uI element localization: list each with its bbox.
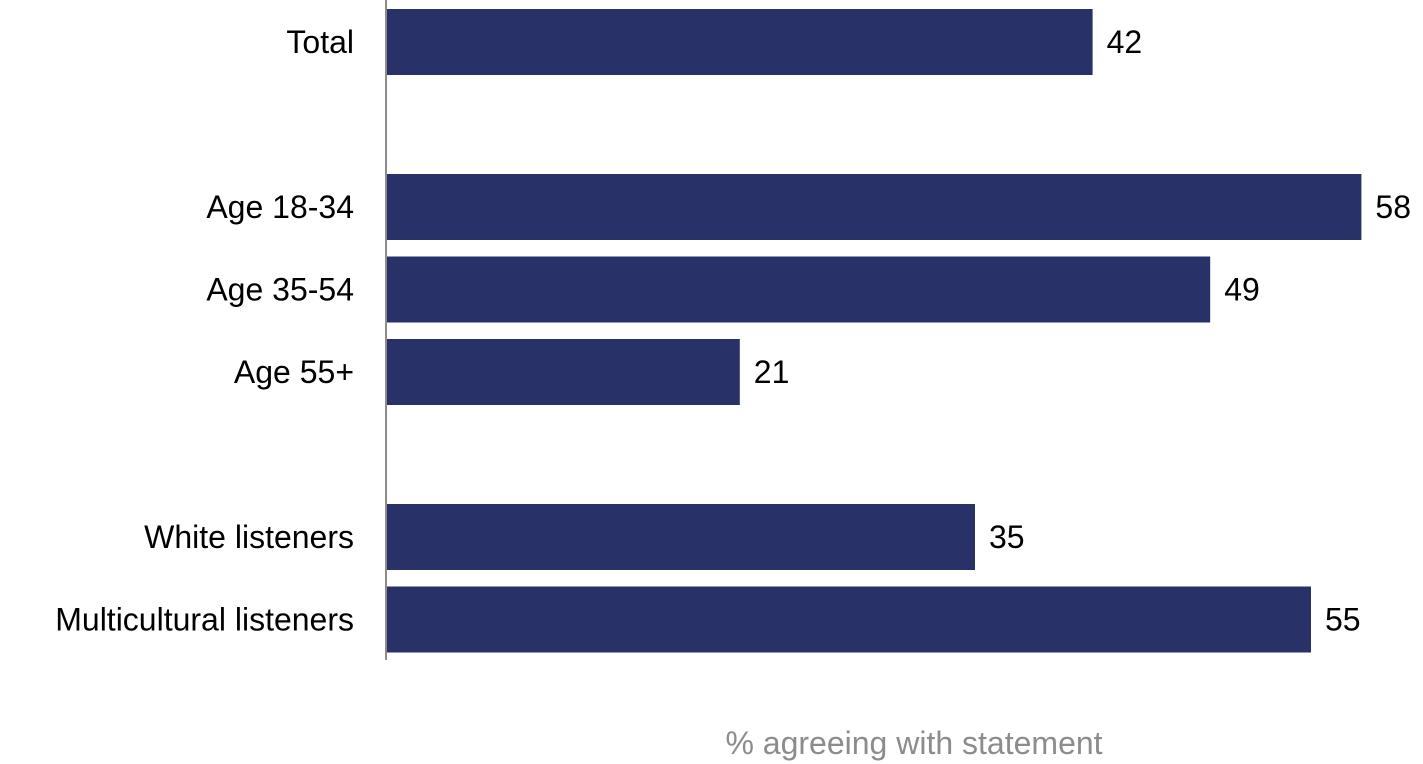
value-label: 42 — [1107, 24, 1143, 60]
category-label: Age 55+ — [234, 354, 354, 390]
bar-age-18-34 — [387, 174, 1362, 240]
bar-age-55- — [387, 339, 740, 405]
value-label: 49 — [1224, 272, 1260, 308]
category-label: Age 18-34 — [206, 189, 354, 225]
value-label: 58 — [1375, 189, 1411, 225]
bars-layer — [387, 9, 1362, 653]
category-label: White listeners — [144, 519, 354, 555]
bar-total — [387, 9, 1093, 75]
x-axis-title: % agreeing with statement — [725, 725, 1102, 761]
labels-layer: Total 42 Age 18-34 58 Age 35-54 49 Age 55+ 21 Wh… — [55, 24, 1411, 638]
value-label: 35 — [989, 519, 1025, 555]
category-label: Multicultural listeners — [55, 602, 354, 638]
value-label: 21 — [754, 354, 790, 390]
bar-age-35-54 — [387, 256, 1211, 323]
bar-multicultural-listeners — [387, 586, 1311, 653]
value-label: 55 — [1325, 602, 1361, 638]
category-label: Total — [286, 24, 354, 60]
bar-white-listeners — [387, 504, 975, 570]
category-label: Age 35-54 — [206, 272, 354, 308]
